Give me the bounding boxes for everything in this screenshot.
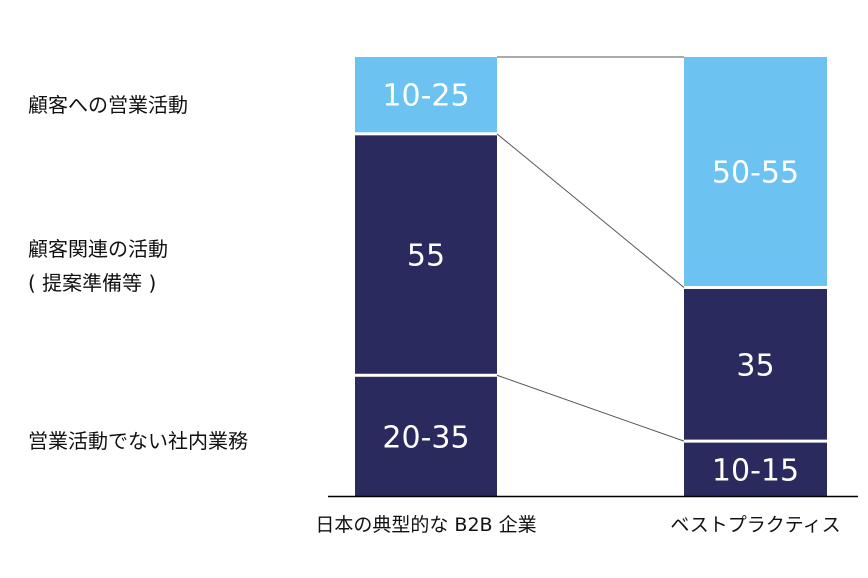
data-label-col1-s0: 10-15 (712, 453, 799, 488)
bar-segment-col0-s2 (355, 57, 497, 133)
category-label-0: 日本の典型的な B2B 企業 (315, 514, 536, 536)
data-label-col0-s0: 20-35 (382, 420, 469, 455)
data-label-col1-s1: 35 (736, 348, 774, 383)
data-label-col0-s1: 55 (407, 239, 445, 274)
data-label-col0-s2: 10-25 (382, 79, 469, 114)
connector-line-2 (496, 133, 685, 288)
row-label-sales-activity-text: 顧客への営業活動 (28, 93, 188, 117)
category-label-1: ベストプラクティス (670, 514, 840, 536)
row-label-internal-work: 営業活動でない社内業務 (28, 424, 248, 458)
bar-segment-col1-s1 (684, 288, 827, 440)
row-label-internal-work-text: 営業活動でない社内業務 (28, 429, 248, 453)
row-label-customer-related-line-1: 顧客関連の活動 (28, 237, 168, 261)
bar-segment-col0-s0 (355, 376, 497, 496)
bar-segment-col0-s1 (355, 135, 497, 374)
row-label-customer-related-line-2: ( 提案準備等 ) (28, 271, 157, 295)
bar-segment-col1-s0 (684, 442, 827, 496)
bar-segment-col1-s2 (684, 57, 827, 286)
row-label-sales-activity: 顧客への営業活動 (28, 88, 188, 122)
row-label-customer-related: 顧客関連の活動 ( 提案準備等 ) (28, 232, 168, 300)
data-label-col1-s2: 50-55 (712, 155, 799, 190)
connector-line-1 (496, 374, 685, 442)
